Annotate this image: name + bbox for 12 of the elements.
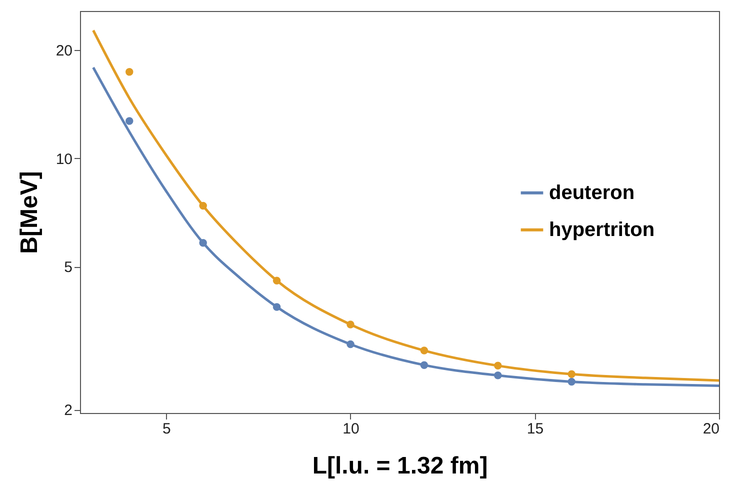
y-tick-label: 2 — [64, 402, 72, 420]
y-axis-title: B[MeV] — [16, 171, 43, 254]
x-tick-label: 5 — [162, 420, 171, 438]
y-tick-label: 10 — [56, 150, 72, 168]
x-tick-label: 10 — [342, 420, 360, 438]
x-tick-label: 15 — [526, 420, 544, 438]
y-tick-label: 5 — [64, 259, 72, 276]
x-tick-label: 20 — [702, 420, 720, 438]
x-axis-title: L[l.u. = 1.32 fm] — [312, 452, 488, 480]
y-tick-label: 20 — [56, 42, 72, 60]
legend-label: hypertriton — [549, 218, 655, 241]
legend-label: deuteron — [549, 182, 635, 204]
